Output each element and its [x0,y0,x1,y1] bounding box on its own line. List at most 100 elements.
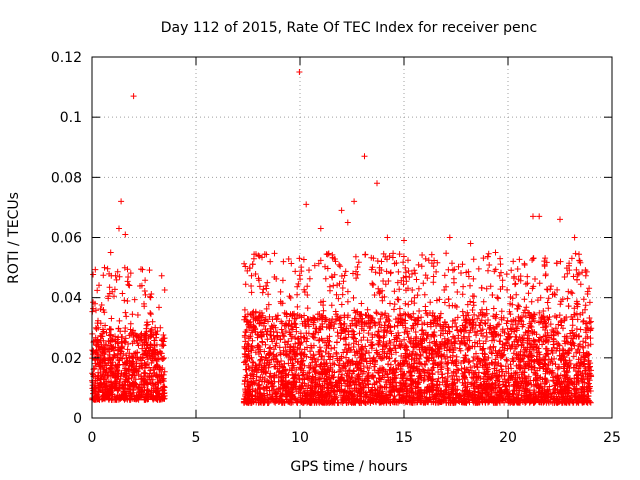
data-point [322,378,329,384]
data-point [142,370,149,377]
data-point [528,324,535,330]
data-point [334,339,340,346]
data-point [489,360,496,367]
data-point [496,272,503,279]
data-point [111,393,118,400]
data-point [586,299,593,306]
data-point [247,372,254,379]
data-point [133,337,140,344]
data-point [154,393,161,400]
data-point [488,359,495,366]
data-point [549,360,556,367]
data-point [241,351,248,357]
data-point [536,280,543,287]
data-point [316,348,323,355]
data-point [256,283,263,290]
data-point [328,345,335,352]
data-point [555,330,562,337]
data-point [124,278,131,285]
data-point [497,261,504,268]
data-point [459,291,466,298]
data-point [569,290,576,297]
data-point [303,383,309,390]
data-point [563,265,570,272]
data-point [113,396,120,403]
data-point [568,289,575,296]
data-point [131,396,138,403]
data-point [253,393,259,400]
data-point [129,311,136,318]
data-point [510,258,517,265]
data-point [135,371,142,378]
data-point [287,294,294,301]
data-point [125,281,132,288]
data-point [387,269,394,276]
data-point [120,350,127,357]
data-point [387,361,394,368]
data-point [567,330,574,337]
data-point [475,389,482,396]
data-point [495,295,502,302]
data-point [336,261,343,268]
data-point [293,328,300,335]
data-point [287,343,294,350]
data-point [493,352,500,359]
data-point [241,343,248,350]
data-point [506,382,513,389]
data-point [443,361,450,367]
data-point [477,375,484,382]
data-point [153,362,160,369]
data-point [543,366,550,373]
data-point [420,367,427,374]
data-point [105,338,112,344]
data-point [99,330,106,337]
data-point [142,332,149,339]
data-point [541,375,548,382]
data-point [277,288,284,295]
data-point [262,316,269,323]
data-point [542,376,549,383]
data-point [102,341,108,348]
data-point [462,384,469,391]
data-point [331,344,338,351]
data-point [352,352,359,359]
data-point [464,301,471,308]
data-point [400,398,406,405]
data-point [100,356,107,363]
data-point [417,368,423,375]
data-point [252,271,259,277]
data-point [265,301,272,308]
data-point [122,309,129,316]
data-point [424,332,431,339]
data-point [435,352,442,359]
data-point [93,347,100,354]
data-point [353,275,360,282]
data-point [382,343,389,350]
data-point [364,364,371,371]
data-point [101,357,108,363]
data-point [106,326,113,333]
data-point [490,305,497,312]
data-point [512,280,519,287]
data-point [339,291,346,298]
data-point [338,322,345,328]
data-point [126,384,133,391]
data-point [282,328,289,335]
data-point [376,270,383,277]
data-point [365,384,372,391]
data-point [279,330,286,336]
data-point [147,331,154,338]
data-point [262,354,269,361]
data-point [415,285,422,292]
data-point [474,355,481,362]
data-point [242,281,249,288]
data-point [556,312,563,319]
data-point [492,266,499,273]
data-point [93,393,99,400]
data-point [486,345,493,352]
data-point [577,281,584,288]
data-point [288,260,295,267]
data-point [108,346,115,352]
data-point [424,275,431,282]
